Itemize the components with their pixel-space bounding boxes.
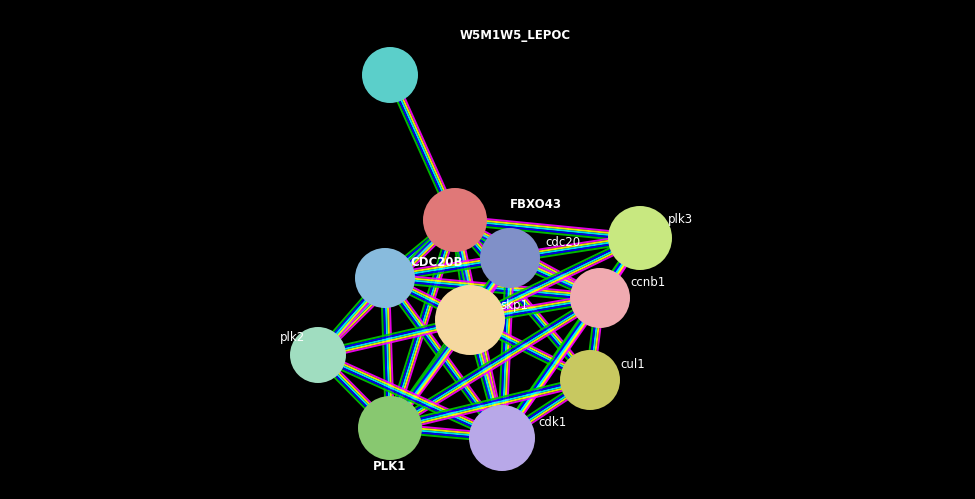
Text: cdc20: cdc20 [545, 236, 580, 249]
Circle shape [480, 228, 540, 288]
Text: cdk1: cdk1 [538, 416, 566, 429]
Circle shape [469, 405, 535, 471]
Circle shape [570, 268, 630, 328]
Circle shape [290, 327, 346, 383]
Text: plk3: plk3 [668, 214, 693, 227]
Text: ccnb1: ccnb1 [630, 275, 665, 288]
Text: PLK1: PLK1 [373, 460, 407, 473]
Circle shape [423, 188, 487, 252]
Circle shape [560, 350, 620, 410]
Circle shape [358, 396, 422, 460]
Circle shape [362, 47, 418, 103]
Text: FBXO43: FBXO43 [510, 199, 562, 212]
Circle shape [608, 206, 672, 270]
Text: skp1: skp1 [500, 298, 528, 311]
Text: W5M1W5_LEPOC: W5M1W5_LEPOC [460, 28, 571, 41]
Circle shape [355, 248, 415, 308]
Text: CDC20B: CDC20B [410, 255, 462, 268]
Circle shape [435, 285, 505, 355]
Text: plk2: plk2 [280, 331, 305, 344]
Text: cul1: cul1 [620, 358, 644, 371]
